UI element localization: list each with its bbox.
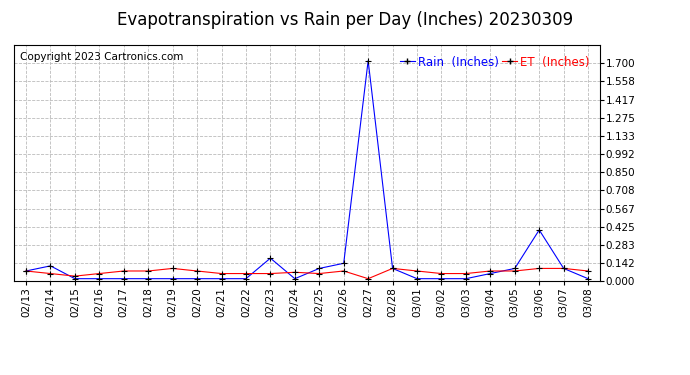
ET  (Inches) bbox=[413, 269, 421, 273]
Rain  (Inches) bbox=[95, 276, 104, 281]
ET  (Inches) bbox=[364, 276, 373, 281]
ET  (Inches) bbox=[290, 270, 299, 274]
ET  (Inches) bbox=[535, 266, 543, 271]
ET  (Inches) bbox=[266, 271, 275, 276]
Rain  (Inches) bbox=[119, 276, 128, 281]
Rain  (Inches) bbox=[168, 276, 177, 281]
Rain  (Inches) bbox=[535, 228, 543, 232]
Rain  (Inches) bbox=[437, 276, 446, 281]
ET  (Inches) bbox=[511, 269, 519, 273]
ET  (Inches) bbox=[144, 269, 152, 273]
ET  (Inches) bbox=[95, 271, 104, 276]
Rain  (Inches) bbox=[584, 276, 592, 281]
Rain  (Inches) bbox=[290, 276, 299, 281]
ET  (Inches) bbox=[168, 266, 177, 271]
ET  (Inches) bbox=[388, 266, 397, 271]
Rain  (Inches) bbox=[46, 264, 55, 268]
ET  (Inches) bbox=[241, 271, 250, 276]
Legend: Rain  (Inches), ET  (Inches): Rain (Inches), ET (Inches) bbox=[395, 51, 594, 74]
Line: Rain  (Inches): Rain (Inches) bbox=[23, 58, 591, 282]
Rain  (Inches) bbox=[388, 266, 397, 271]
Rain  (Inches) bbox=[193, 276, 201, 281]
Rain  (Inches) bbox=[144, 276, 152, 281]
Rain  (Inches) bbox=[560, 266, 568, 271]
Text: Copyright 2023 Cartronics.com: Copyright 2023 Cartronics.com bbox=[19, 52, 183, 62]
ET  (Inches) bbox=[71, 274, 79, 278]
ET  (Inches) bbox=[584, 269, 592, 273]
ET  (Inches) bbox=[119, 269, 128, 273]
Rain  (Inches) bbox=[241, 276, 250, 281]
Rain  (Inches) bbox=[462, 276, 470, 281]
Rain  (Inches) bbox=[217, 276, 226, 281]
Rain  (Inches) bbox=[486, 271, 495, 276]
ET  (Inches) bbox=[437, 271, 446, 276]
Rain  (Inches) bbox=[266, 256, 275, 260]
Text: Evapotranspiration vs Rain per Day (Inches) 20230309: Evapotranspiration vs Rain per Day (Inch… bbox=[117, 11, 573, 29]
ET  (Inches) bbox=[217, 271, 226, 276]
ET  (Inches) bbox=[560, 266, 568, 271]
Rain  (Inches) bbox=[71, 276, 79, 281]
ET  (Inches) bbox=[462, 271, 470, 276]
ET  (Inches) bbox=[22, 269, 30, 273]
Rain  (Inches) bbox=[364, 58, 373, 63]
ET  (Inches) bbox=[339, 269, 348, 273]
Rain  (Inches) bbox=[339, 261, 348, 266]
ET  (Inches) bbox=[315, 271, 324, 276]
Rain  (Inches) bbox=[511, 266, 519, 271]
ET  (Inches) bbox=[486, 269, 495, 273]
Line: ET  (Inches): ET (Inches) bbox=[23, 266, 591, 282]
ET  (Inches) bbox=[193, 269, 201, 273]
Rain  (Inches) bbox=[315, 266, 324, 271]
Rain  (Inches) bbox=[413, 276, 421, 281]
Rain  (Inches) bbox=[22, 269, 30, 273]
ET  (Inches) bbox=[46, 271, 55, 276]
